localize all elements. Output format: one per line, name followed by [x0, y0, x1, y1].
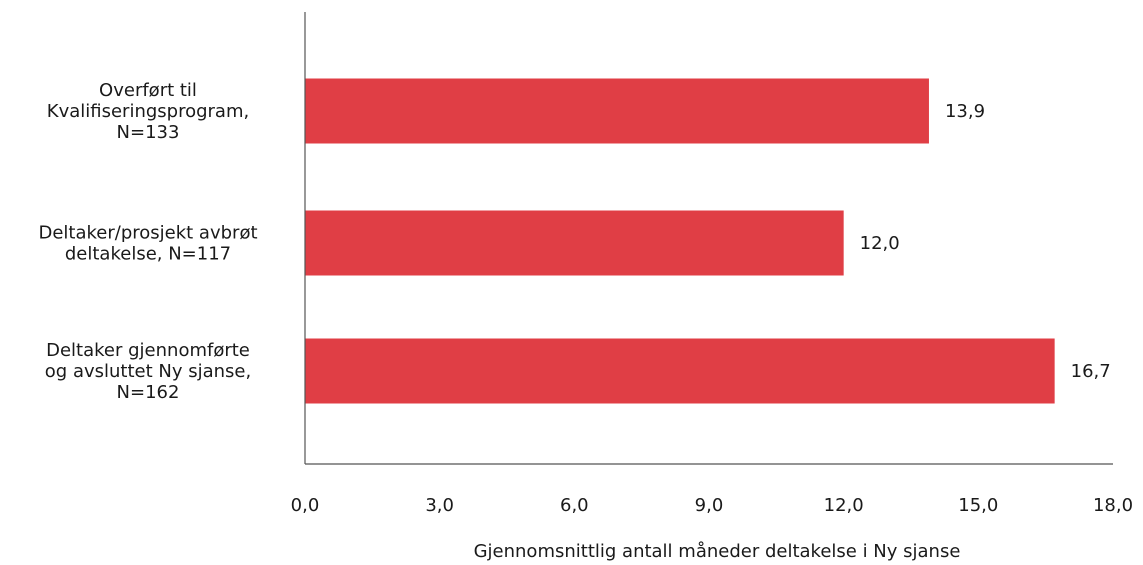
bar-value-label-0: 13,9	[945, 101, 985, 122]
category-label-line: og avsluttet Ny sjanse,	[45, 361, 251, 382]
x-tick-labels-layer: 0,0 3,0 6,0 9,0 12,0 15,0 18,0	[291, 495, 1133, 516]
x-axis-title: Gjennomsnittlig antall måneder deltakels…	[474, 541, 961, 561]
category-labels-layer: Overført til Kvalifiseringsprogram, N=133 D…	[38, 80, 257, 403]
category-label-0: Overført til Kvalifiseringsprogram, N=133	[47, 80, 249, 143]
category-label-2: Deltaker gjennomførte og avsluttet Ny sja…	[45, 340, 251, 403]
x-tick-label-4: 12,0	[824, 495, 864, 516]
category-label-line: Overført til	[99, 80, 197, 101]
bar-value-label-1: 12,0	[860, 233, 900, 254]
axes-layer	[304, 12, 1113, 465]
bar-1	[305, 210, 844, 276]
category-label-line: deltakelse, N=117	[65, 244, 231, 265]
x-tick-label-3: 9,0	[695, 495, 724, 516]
category-label-line: Kvalifiseringsprogram,	[47, 101, 249, 122]
category-label-1: Deltaker/prosjekt avbrøt deltakelse, N=11…	[38, 223, 257, 265]
category-label-line: Deltaker gjennomførte	[46, 340, 250, 361]
x-tick-label-0: 0,0	[291, 495, 320, 516]
x-tick-label-5: 15,0	[958, 495, 998, 516]
bar-0	[305, 78, 929, 144]
category-label-line: N=133	[117, 122, 180, 143]
bars-layer	[305, 78, 1055, 404]
value-labels-layer: 13,9 12,0 16,7	[860, 101, 1111, 382]
x-tick-label-2: 6,0	[560, 495, 589, 516]
category-label-line: Deltaker/prosjekt avbrøt	[38, 223, 257, 244]
bar-value-label-2: 16,7	[1071, 361, 1111, 382]
category-label-line: N=162	[117, 382, 180, 403]
x-tick-label-1: 3,0	[425, 495, 454, 516]
x-tick-label-6: 18,0	[1093, 495, 1133, 516]
bar-2	[305, 338, 1055, 404]
